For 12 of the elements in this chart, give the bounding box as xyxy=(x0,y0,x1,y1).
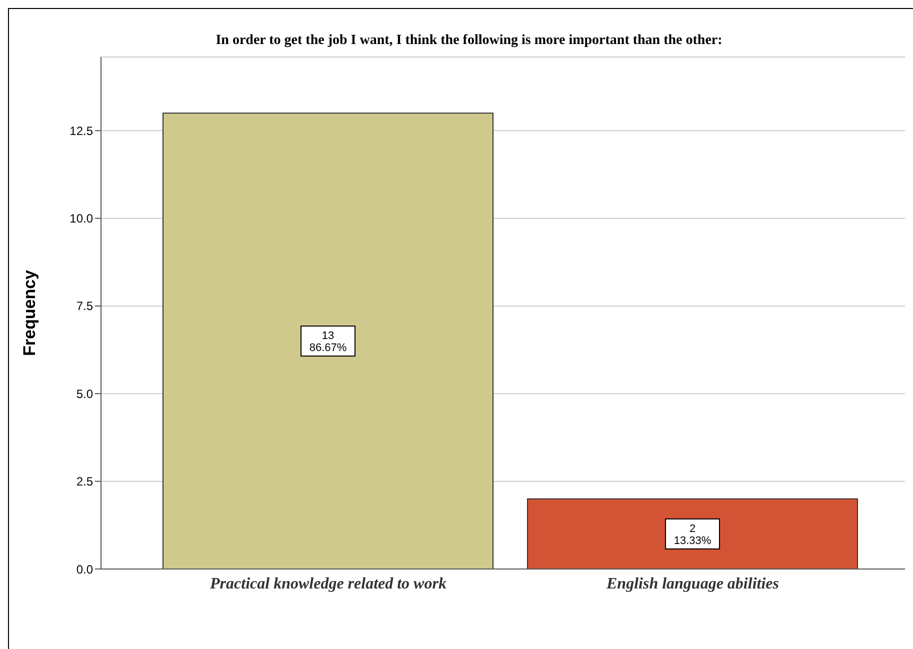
y-axis-title: Frequency xyxy=(20,269,40,356)
y-tick-label: 10.0 xyxy=(70,212,94,226)
x-tick-label: Practical knowledge related to work xyxy=(209,575,446,592)
y-tick-label: 5.0 xyxy=(76,386,94,401)
y-tick-label: 0.0 xyxy=(76,562,94,576)
y-tick-label: 7.5 xyxy=(76,299,94,314)
y-tick-label: 12.5 xyxy=(70,124,94,138)
data-label: 2 13.33% xyxy=(674,522,712,547)
data-label: 13 86.67% xyxy=(309,330,347,354)
chart-title: In order to get the job I want, I think the following is more important than the other: xyxy=(214,33,724,49)
y-tick-label: 2.5 xyxy=(76,474,94,489)
x-tick-label: English language abilities xyxy=(606,575,779,592)
